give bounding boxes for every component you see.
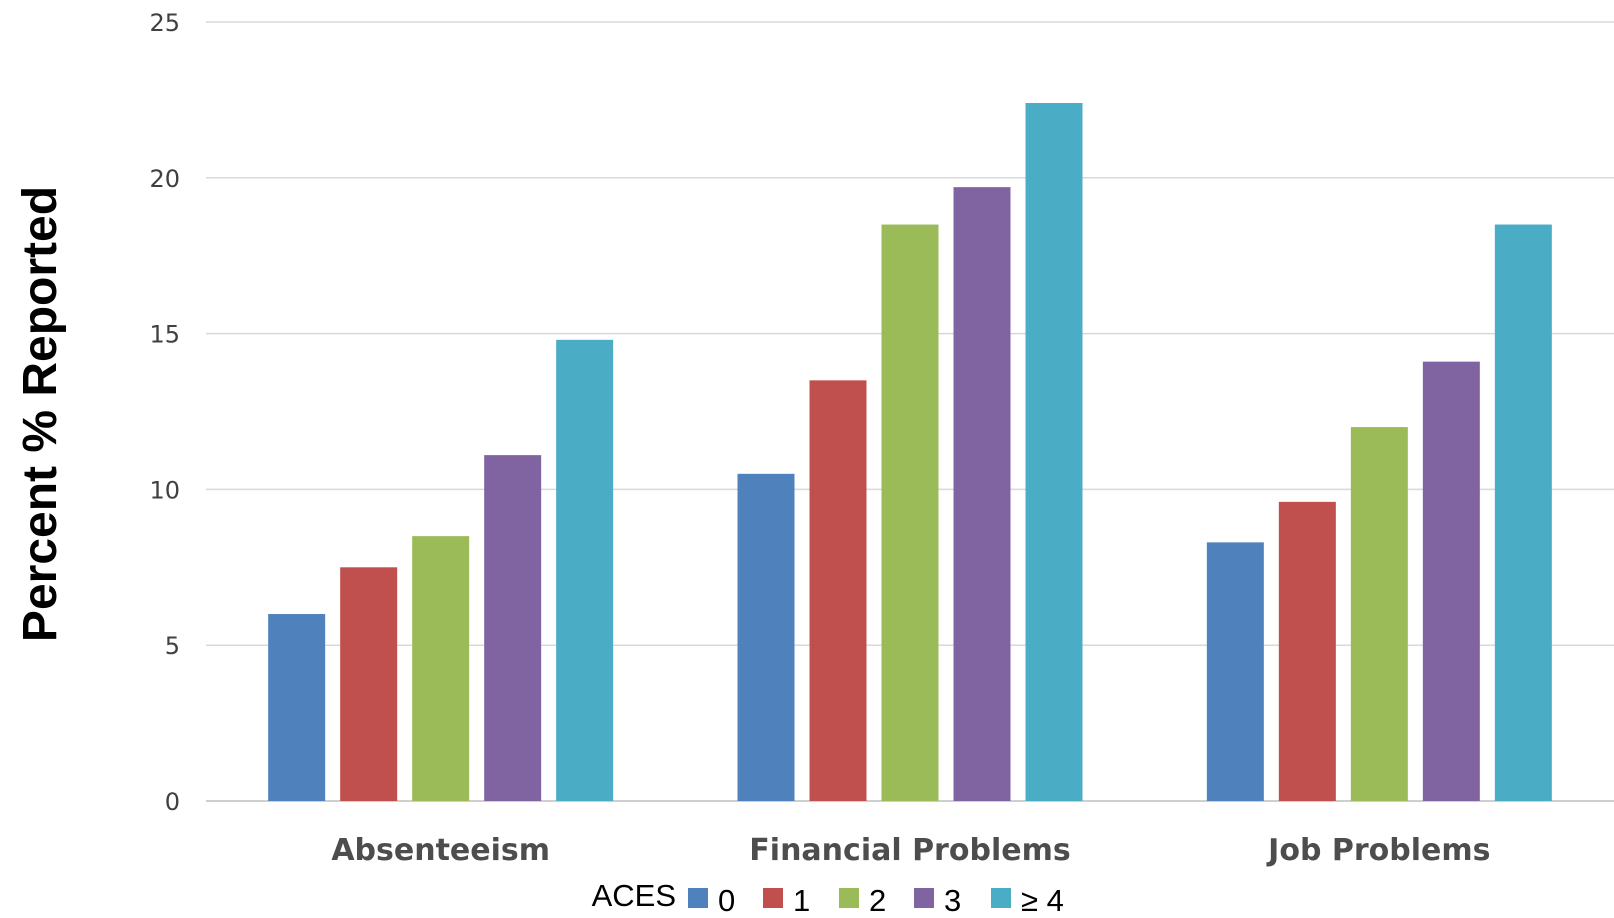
x-tick-label: Financial Problems [749, 833, 1070, 868]
y-tick-label: 5 [165, 632, 180, 660]
legend-label: 1 [793, 883, 810, 918]
legend-swatch [688, 888, 708, 908]
legend-label: 0 [718, 883, 735, 918]
y-tick-label: 20 [149, 165, 180, 193]
bar [1422, 361, 1480, 801]
legend-swatch [839, 888, 859, 908]
legend-label: ≥ 4 [1021, 883, 1064, 918]
legend-swatch [763, 888, 783, 908]
x-axis-labels: Absenteeism Financial Problems Job Problem… [331, 833, 1490, 868]
bar [484, 455, 542, 801]
bar [1494, 224, 1552, 802]
y-axis-ticks: 0 5 10 15 20 25 [149, 9, 180, 816]
legend-swatch [914, 888, 934, 908]
bar [1350, 427, 1408, 801]
y-axis-title: Percent % Reported [14, 186, 67, 642]
legend-label: 3 [944, 883, 961, 918]
bar [953, 187, 1011, 801]
bar [809, 380, 867, 801]
bar [1278, 501, 1336, 801]
bar [268, 614, 326, 801]
legend: ACES 0 1 2 3 ≥ 4 [592, 878, 1064, 918]
legend-label: 2 [869, 883, 886, 918]
legend-title: ACES [592, 878, 676, 913]
y-tick-label: 25 [149, 9, 180, 37]
bar [1206, 542, 1264, 801]
legend-items: 0 1 2 3 ≥ 4 [688, 883, 1064, 918]
bar [412, 536, 470, 801]
bars [268, 103, 1552, 802]
x-tick-label: Absenteeism [331, 833, 550, 868]
y-tick-label: 15 [149, 321, 180, 349]
bar [556, 339, 614, 801]
y-tick-label: 0 [165, 788, 180, 816]
bar [1025, 103, 1083, 802]
bar [737, 473, 795, 801]
bar [881, 224, 939, 802]
x-tick-label: Job Problems [1266, 833, 1490, 868]
bar [340, 567, 398, 801]
legend-swatch [991, 888, 1011, 908]
y-tick-label: 10 [149, 476, 180, 504]
